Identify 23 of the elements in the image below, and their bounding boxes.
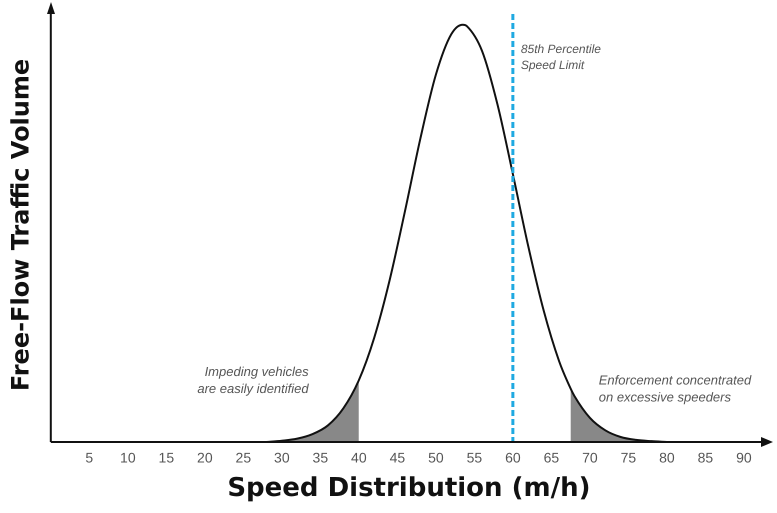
x-tick-label: 15 — [158, 449, 174, 466]
x-axis-title: Speed Distribution (m/h) — [227, 473, 590, 504]
x-tick-label: 80 — [659, 449, 675, 466]
x-tick-label: 45 — [390, 449, 406, 466]
x-tick-label: 25 — [236, 449, 252, 466]
x-tick-label: 20 — [197, 449, 213, 466]
annotation: Enforcement concentrated on excessive speeders — [598, 372, 752, 405]
ref-line-label: 85th Percentile Speed Limit — [520, 42, 602, 72]
x-tick-label: 40 — [351, 449, 367, 466]
x-tick-label: 75 — [620, 449, 636, 466]
x-tick-label: 65 — [544, 449, 560, 466]
x-tick-label: 90 — [736, 449, 752, 466]
y-axis-title: Free-Flow Traffic Volume — [6, 58, 35, 392]
x-tick-label: 5 — [85, 449, 94, 466]
x-tick-label: 50 — [428, 449, 444, 466]
x-tick-label: 55 — [466, 449, 482, 466]
x-tick-label: 60 — [505, 449, 521, 466]
x-tick-label: 85 — [698, 449, 714, 466]
x-tick-label: 70 — [582, 449, 598, 466]
x-tick-label: 35 — [312, 449, 328, 466]
x-tick-label: 10 — [120, 449, 136, 466]
x-tick-label: 30 — [274, 449, 290, 466]
annotation: Impeding vehicles are easily identified — [197, 364, 310, 396]
